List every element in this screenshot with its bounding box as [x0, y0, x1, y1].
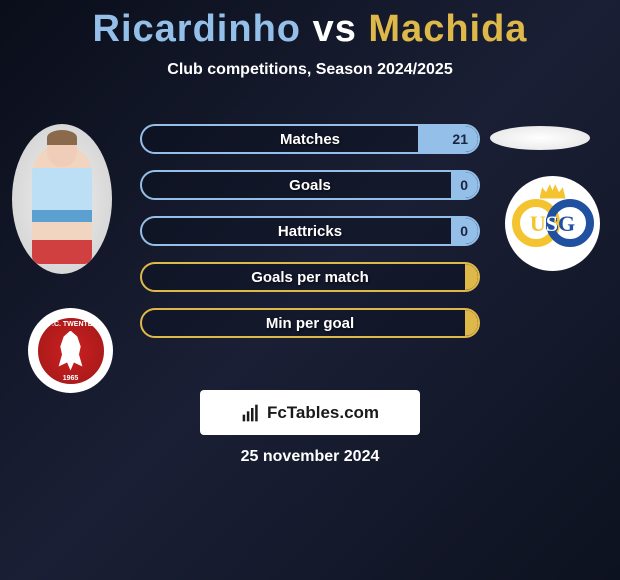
vs-label: vs [313, 8, 357, 50]
stat-label: Min per goal [142, 310, 478, 336]
chart-icon [241, 403, 261, 423]
club-right-letters: USG [514, 211, 592, 237]
stat-value-right: 0 [460, 218, 468, 244]
stats-panel: Matches 21 Goals 0 Hattricks 0 Goals per… [140, 124, 480, 354]
letter-s: S [546, 211, 558, 236]
subtitle: Club competitions, Season 2024/2025 [0, 61, 620, 79]
stat-label: Matches [142, 126, 478, 152]
stat-row-goals: Goals 0 [140, 170, 480, 200]
club-badge-right: USG [505, 176, 600, 271]
player-hair-shape [47, 130, 77, 145]
stat-value-right: 21 [452, 126, 468, 152]
footer-brand-box: FcTables.com [200, 390, 420, 435]
footer-brand-text: FcTables.com [267, 403, 379, 423]
crown-icon [540, 183, 566, 199]
stat-value-right: 0 [460, 172, 468, 198]
club-left-name: F.C. TWENTE [38, 321, 104, 328]
stat-label: Goals [142, 172, 478, 198]
club-badge-left-inner: F.C. TWENTE 1965 [35, 315, 107, 387]
player1-name: Ricardinho [93, 8, 301, 50]
stat-row-gpm: Goals per match [140, 262, 480, 292]
letter-u: U [530, 211, 546, 236]
page-title: Ricardinho vs Machida [0, 0, 620, 51]
stat-row-hattricks: Hattricks 0 [140, 216, 480, 246]
player2-portrait [490, 126, 590, 150]
club-badge-left: F.C. TWENTE 1965 [28, 308, 113, 393]
club-left-year: 1965 [38, 375, 104, 382]
date-label: 25 november 2024 [0, 448, 620, 466]
letter-g: G [558, 211, 575, 236]
stat-row-mpg: Min per goal [140, 308, 480, 338]
horse-icon [54, 331, 88, 371]
player2-name: Machida [368, 8, 527, 50]
player1-portrait [12, 124, 112, 274]
stat-row-matches: Matches 21 [140, 124, 480, 154]
club-badge-right-inner: USG [514, 185, 592, 263]
stat-label: Hattricks [142, 218, 478, 244]
stat-label: Goals per match [142, 264, 478, 290]
